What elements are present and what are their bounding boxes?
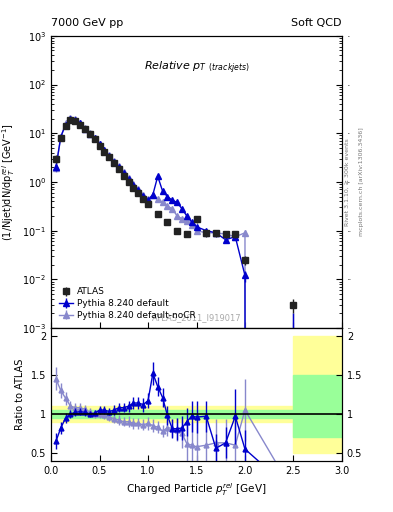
Text: 7000 GeV pp: 7000 GeV pp <box>51 18 123 28</box>
Legend: ATLAS, Pythia 8.240 default, Pythia 8.240 default-noCR: ATLAS, Pythia 8.240 default, Pythia 8.24… <box>55 284 200 324</box>
Text: ATLAS_2011_I919017: ATLAS_2011_I919017 <box>152 313 241 322</box>
Bar <box>294 336 342 453</box>
Text: mcplots.cern.ch [arXiv:1306.3436]: mcplots.cern.ch [arXiv:1306.3436] <box>359 127 364 237</box>
Text: Relative $p_T$ $_{(track jets)}$: Relative $p_T$ $_{(track jets)}$ <box>143 59 250 76</box>
Bar <box>51 410 342 418</box>
Y-axis label: Ratio to ATLAS: Ratio to ATLAS <box>15 359 25 430</box>
Bar <box>294 375 342 437</box>
Text: Rivet 3.1.10, ≥ 300k events: Rivet 3.1.10, ≥ 300k events <box>345 138 350 226</box>
X-axis label: Charged Particle $p_T^{rel}$ [GeV]: Charged Particle $p_T^{rel}$ [GeV] <box>126 481 267 498</box>
Text: Soft QCD: Soft QCD <box>292 18 342 28</box>
Bar <box>51 406 342 422</box>
Y-axis label: (1/Njet)dN/dp$_T^{rel}$ [GeV$^{-1}$]: (1/Njet)dN/dp$_T^{rel}$ [GeV$^{-1}$] <box>0 123 17 241</box>
